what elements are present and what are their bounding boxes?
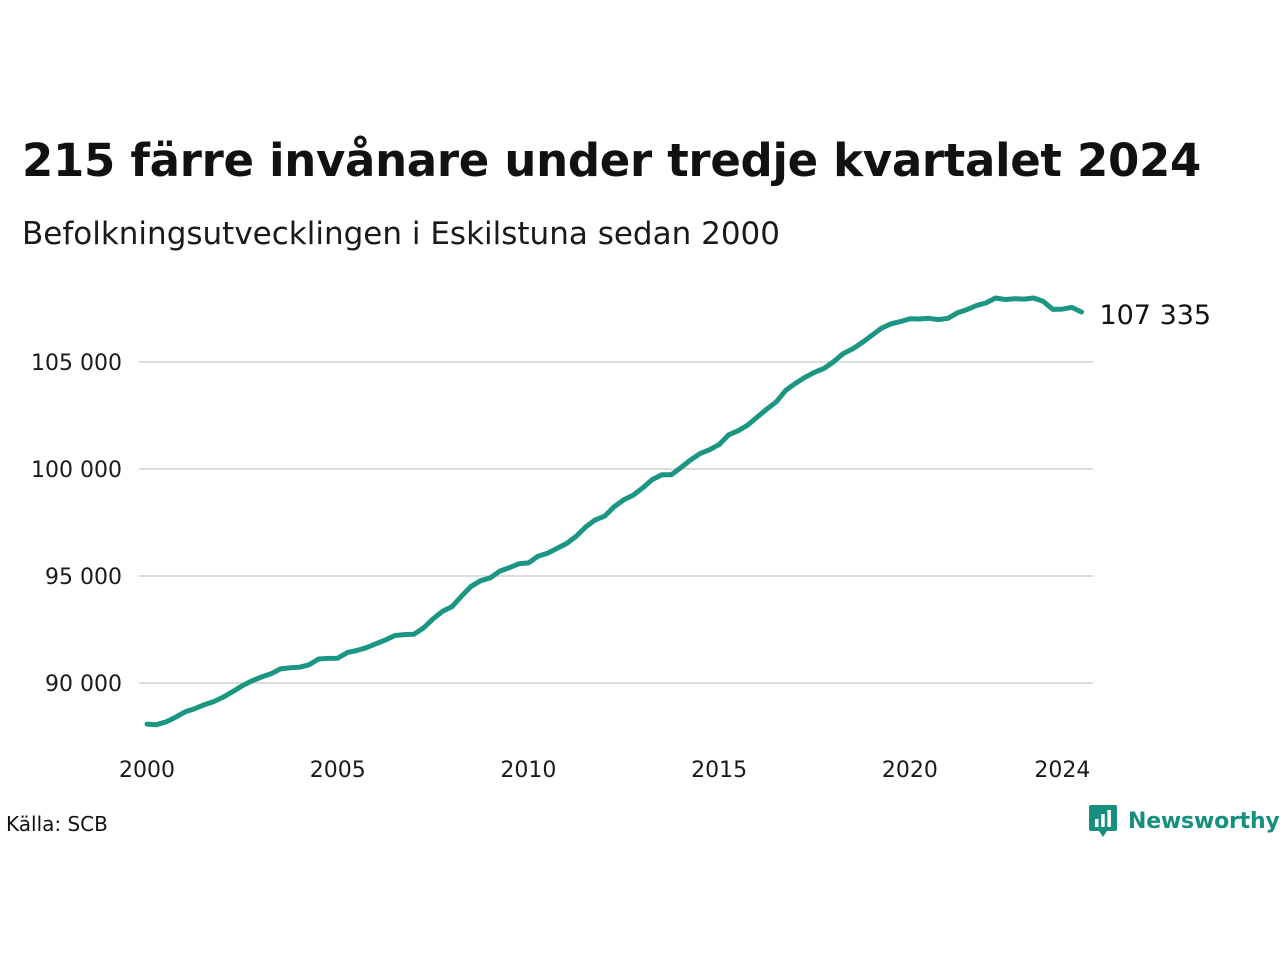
gridlines bbox=[139, 361, 1093, 684]
x-tick-label: 2005 bbox=[310, 758, 366, 783]
brand-name: Newsworthy bbox=[1128, 808, 1280, 834]
brand-logo: Newsworthy bbox=[1088, 804, 1280, 838]
y-axis-tick-labels: 90 000 95 000 100 000 105 000 bbox=[31, 351, 122, 697]
end-value-label: 107 335 bbox=[1099, 300, 1211, 331]
y-tick-label: 95 000 bbox=[45, 565, 122, 590]
chart-title: 215 färre invånare under tredje kvartale… bbox=[22, 134, 1202, 187]
x-tick-label: 2024 bbox=[1034, 758, 1090, 783]
x-tick-label: 2000 bbox=[119, 758, 175, 783]
y-tick-label: 100 000 bbox=[31, 458, 122, 483]
chart-subtitle: Befolkningsutvecklingen i Eskilstuna sed… bbox=[22, 216, 780, 252]
newsworthy-logo-icon bbox=[1089, 805, 1117, 837]
x-tick-label: 2015 bbox=[691, 758, 747, 783]
x-axis-tick-labels: 2000 2005 2010 2015 2020 2024 bbox=[119, 758, 1090, 783]
x-tick-label: 2020 bbox=[882, 758, 938, 783]
y-tick-label: 105 000 bbox=[31, 351, 122, 376]
source-note: Källa: SCB bbox=[6, 812, 108, 836]
population-series-line bbox=[144, 295, 1084, 728]
y-tick-label: 90 000 bbox=[45, 672, 122, 697]
x-tick-label: 2010 bbox=[500, 758, 556, 783]
